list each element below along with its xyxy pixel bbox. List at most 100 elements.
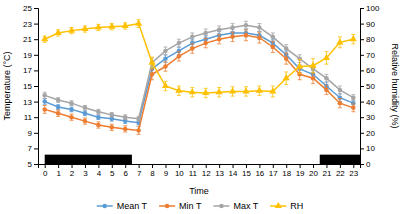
legend-item: Max T [213,201,258,211]
error-bar [271,42,275,53]
error-bar [56,105,60,110]
point [203,41,208,46]
error-bar-cap [56,36,60,37]
x-axis-title: Time [189,186,209,196]
tick-label: 50 [366,82,375,91]
error-bar [324,85,328,94]
error-bar-cap [43,105,47,106]
error-bar [231,24,235,32]
series [42,21,355,121]
tick-label: 8 [150,169,155,178]
tick-label: 19 [296,169,305,178]
error-bar-cap [190,96,194,97]
point [323,54,330,60]
error-bar-cap [231,41,235,42]
error-bar-cap [271,32,275,33]
point [230,35,235,40]
error-bar-cap [311,72,315,73]
point [284,46,289,51]
error-bar-cap [244,29,248,30]
error-bar-cap [311,83,315,84]
point [56,98,61,103]
error-bar-cap [284,64,288,65]
error-bar-cap [190,43,194,44]
tick: 19 [296,164,305,178]
tick-label: 10 [175,169,184,178]
point [69,107,74,112]
point [189,88,196,94]
tick-mark [313,164,314,168]
point [69,101,74,106]
tick-mark [360,117,364,118]
error-bar-cap [204,97,208,98]
error-bar-cap [271,52,275,53]
error-bar-cap [83,124,87,125]
tick: 0 [43,164,48,178]
tick-label: 21 [323,169,332,178]
tick-mark [34,39,38,40]
point [257,35,262,40]
error-bar-cap [244,96,248,97]
error-bar-cap [324,51,328,52]
point [83,106,88,111]
point [203,31,208,36]
error-bar-cap [163,90,167,91]
point [351,95,356,100]
error-bar-cap [324,94,328,95]
series [41,19,357,97]
error-bar-cap [150,68,154,69]
error-bar-cap [338,93,342,94]
tick-label: 6 [123,169,128,178]
error-bar-cap [257,86,261,87]
tick-label: 12 [202,169,211,178]
legend-marker [102,204,107,209]
tick: 0 [360,160,371,169]
tick-label: 13 [23,98,32,107]
error-bar-cap [257,31,261,32]
error-bar-cap [217,33,221,34]
error-bar-cap [298,79,302,80]
series-line [45,35,354,130]
point [96,109,101,114]
tick-mark [34,8,38,9]
tick-label: 2 [70,169,75,178]
tick: 100 [360,4,380,13]
error-bar-cap [83,32,87,33]
error-bar-cap [271,40,275,41]
point [216,88,223,94]
tick-mark [360,133,364,134]
point [217,28,222,33]
tick-label: 21 [23,35,32,44]
point [163,64,168,69]
error-bar-cap [163,61,167,62]
error-bar [43,98,47,104]
tick-label: 20 [309,169,318,178]
tick-label: 14 [229,169,238,178]
tick-label: 10 [366,144,375,153]
point [68,27,75,33]
error-bar-cap [70,114,74,115]
error-bar [257,24,261,32]
error-bar-cap [257,23,261,24]
error-bar [231,32,235,41]
error-bar-cap [204,47,208,48]
error-bar [123,119,127,124]
error-bar [110,116,114,121]
error-bar-cap [338,36,342,37]
error-bar-cap [284,53,288,54]
tick-label: 15 [242,169,251,178]
error-bar-cap [351,111,355,112]
y2-axis-line [361,9,365,165]
tick-mark [219,164,220,168]
tick: 80 [360,35,375,44]
legend-item: Min T [159,201,202,211]
legend-label: RH [290,201,303,211]
point [55,29,62,35]
tick-mark [340,164,341,168]
series [42,30,355,135]
tick-label: 7 [28,144,33,153]
error-bar-cap [298,54,302,55]
tick-mark [360,55,364,56]
error-bar-cap [43,92,47,93]
tick-mark [353,164,354,168]
